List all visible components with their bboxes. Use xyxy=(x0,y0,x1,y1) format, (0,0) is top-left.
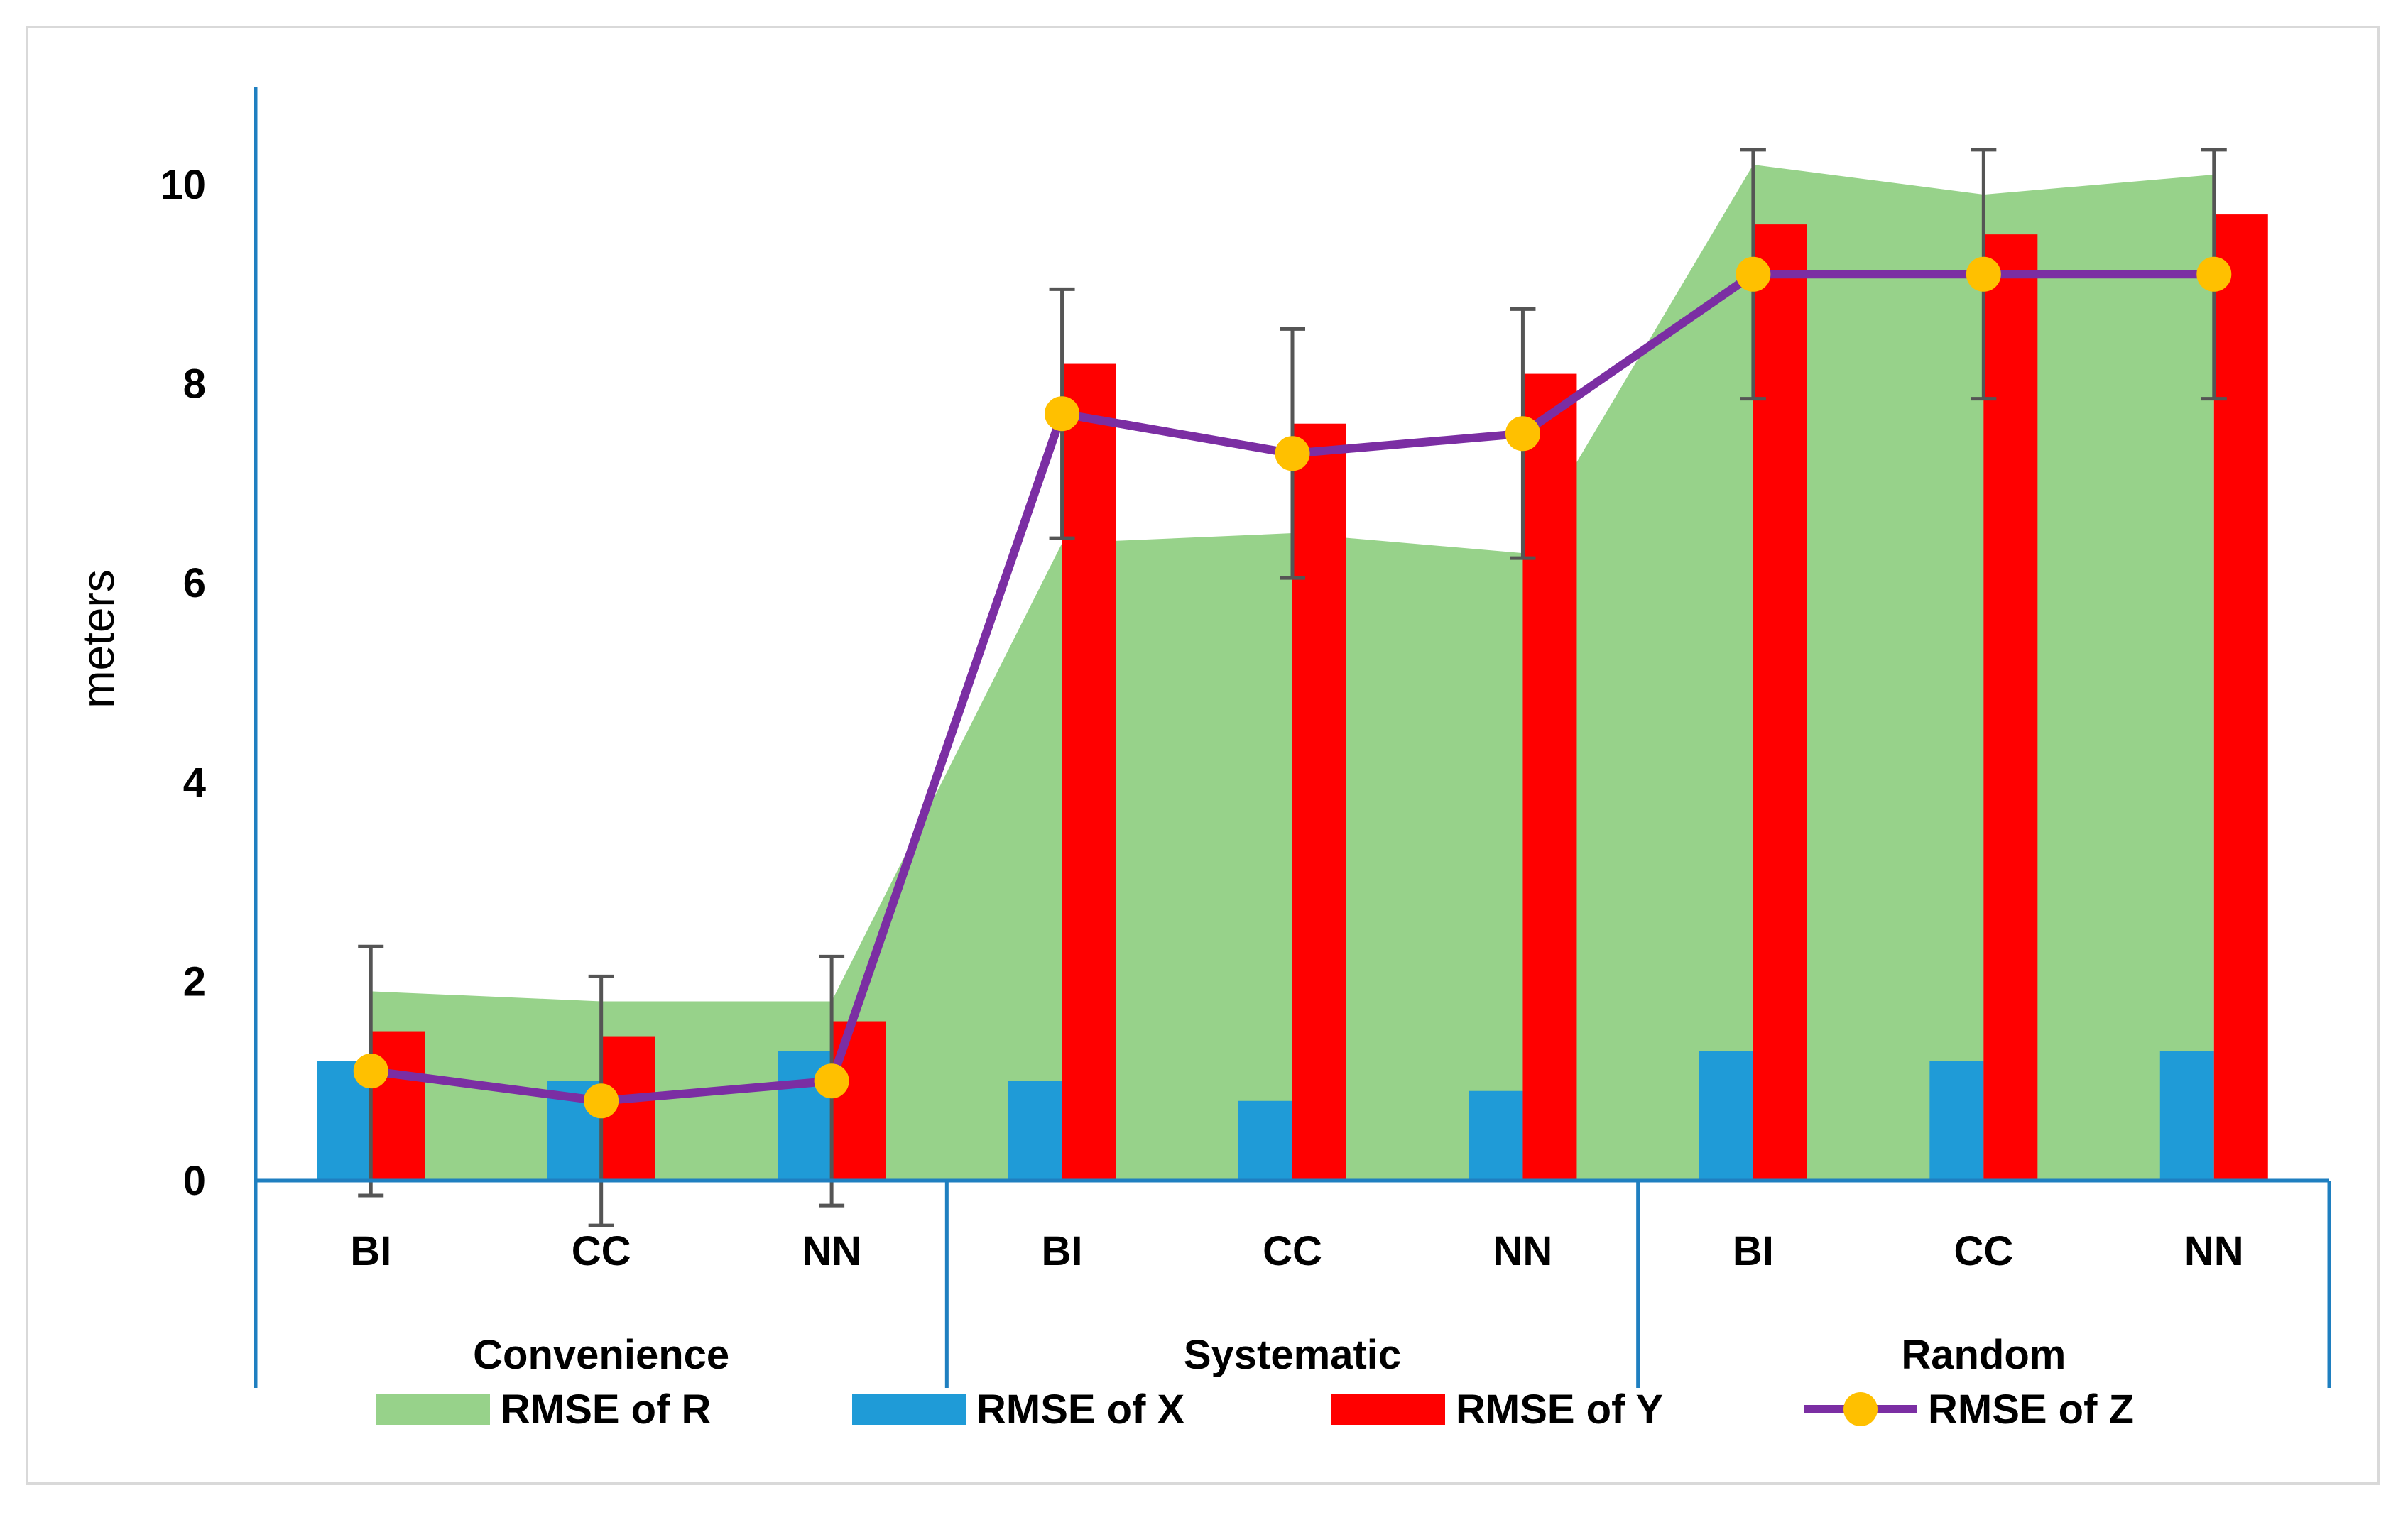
point-rmse-z-7 xyxy=(1966,256,2001,292)
axes-layer xyxy=(254,87,2331,1388)
y-tick-label-8: 8 xyxy=(183,361,206,408)
bar-rmse-x-7 xyxy=(1929,1061,1984,1181)
bar-rmse-x-4 xyxy=(1238,1100,1292,1181)
category-label-convenience-cc: CC xyxy=(572,1228,631,1274)
y-tick-label-0: 0 xyxy=(183,1158,206,1204)
y-tick-label-6: 6 xyxy=(183,560,206,606)
group-label-convenience: Convenience xyxy=(473,1332,729,1378)
point-rmse-z-5 xyxy=(1505,416,1540,452)
bar-rmse-x-6 xyxy=(1699,1051,1753,1181)
legend-marker-rmse-z xyxy=(1843,1392,1878,1426)
bar-rmse-y-4 xyxy=(1292,423,1346,1181)
line-layer xyxy=(353,256,2232,1119)
point-rmse-z-8 xyxy=(2196,256,2232,292)
point-rmse-z-0 xyxy=(353,1054,388,1089)
legend: RMSE of R RMSE of X RMSE of Y RMSE of Z xyxy=(376,1387,2134,1433)
point-rmse-z-4 xyxy=(1275,436,1310,471)
group-label-random: Random xyxy=(1901,1332,2066,1378)
legend-label-rmse-of-z: RMSE of Z xyxy=(1928,1387,2134,1433)
legend-label-rmse-of-x: RMSE of X xyxy=(976,1387,1185,1433)
bar-rmse-y-5 xyxy=(1522,373,1577,1181)
category-label-random-bi: BI xyxy=(1733,1228,1774,1274)
group-label-systematic: Systematic xyxy=(1184,1332,1401,1378)
point-rmse-z-1 xyxy=(584,1083,619,1119)
y-axis-title: meters xyxy=(72,569,124,709)
legend-swatch-rmse-of-r xyxy=(376,1394,490,1425)
y-tick-label-4: 4 xyxy=(183,760,206,806)
bar-rmse-y-6 xyxy=(1753,224,1807,1181)
bar-rmse-y-8 xyxy=(2213,214,2268,1181)
bar-rmse-x-3 xyxy=(1008,1081,1062,1181)
category-label-convenience-bi: BI xyxy=(350,1228,391,1274)
point-rmse-z-3 xyxy=(1045,396,1080,432)
bars-y-layer xyxy=(371,214,2268,1181)
legend-label-rmse-of-y: RMSE of Y xyxy=(1456,1387,1663,1433)
y-tick-label-2: 2 xyxy=(183,958,206,1005)
point-rmse-z-6 xyxy=(1736,256,1771,292)
y-tick-label-10: 10 xyxy=(160,162,206,208)
bar-rmse-x-8 xyxy=(2159,1051,2214,1181)
bar-rmse-y-0 xyxy=(371,1031,425,1181)
bar-rmse-y-7 xyxy=(1983,234,2038,1181)
category-label-convenience-nn: NN xyxy=(802,1228,861,1274)
bar-rmse-y-3 xyxy=(1062,363,1116,1181)
bar-rmse-x-5 xyxy=(1469,1090,1523,1181)
legend-swatch-rmse-of-x xyxy=(852,1394,966,1425)
category-label-systematic-bi: BI xyxy=(1042,1228,1083,1274)
legend-swatch-rmse-of-y xyxy=(1331,1394,1445,1425)
point-rmse-z-2 xyxy=(814,1063,849,1099)
legend-label-rmse-of-r: RMSE of R xyxy=(501,1387,711,1433)
category-label-systematic-cc: CC xyxy=(1263,1228,1322,1274)
category-label-systematic-nn: NN xyxy=(1493,1228,1553,1274)
labels-layer: 0 2 4 6 8 10 BI CC NN Convenience BI CC NN Systematic… xyxy=(72,162,2244,1378)
category-label-random-cc: CC xyxy=(1954,1228,2013,1274)
category-label-random-nn: NN xyxy=(2184,1228,2244,1274)
